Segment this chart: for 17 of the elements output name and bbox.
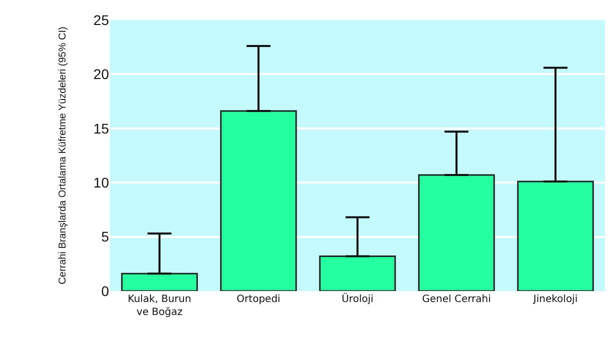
y-tick-label: 0: [101, 282, 110, 299]
x-tick-label: Üroloji: [342, 292, 374, 305]
y-tick-label: 10: [93, 174, 110, 190]
x-tick-label: Ortopedi: [236, 294, 280, 305]
y-tick-label: 5: [101, 228, 110, 245]
bar: [517, 180, 594, 291]
bar: [220, 110, 297, 291]
x-tick-label: Genel Cerrahi: [422, 294, 491, 305]
y-tick-label: 15: [93, 120, 110, 136]
bar: [121, 272, 198, 291]
bar: [319, 256, 396, 291]
x-tick-label: Jinekoloji: [532, 294, 578, 305]
y-axis-title: Cerrahi Branşlarda Ortalama Küfretme Yüzdeleri (95% CI): [57, 26, 68, 284]
y-tick-label: 25: [93, 12, 110, 28]
bar: [418, 174, 495, 291]
y-tick-label: 20: [93, 66, 110, 82]
x-tick-label: Kulak, Burun ve Boğaz: [128, 294, 192, 318]
